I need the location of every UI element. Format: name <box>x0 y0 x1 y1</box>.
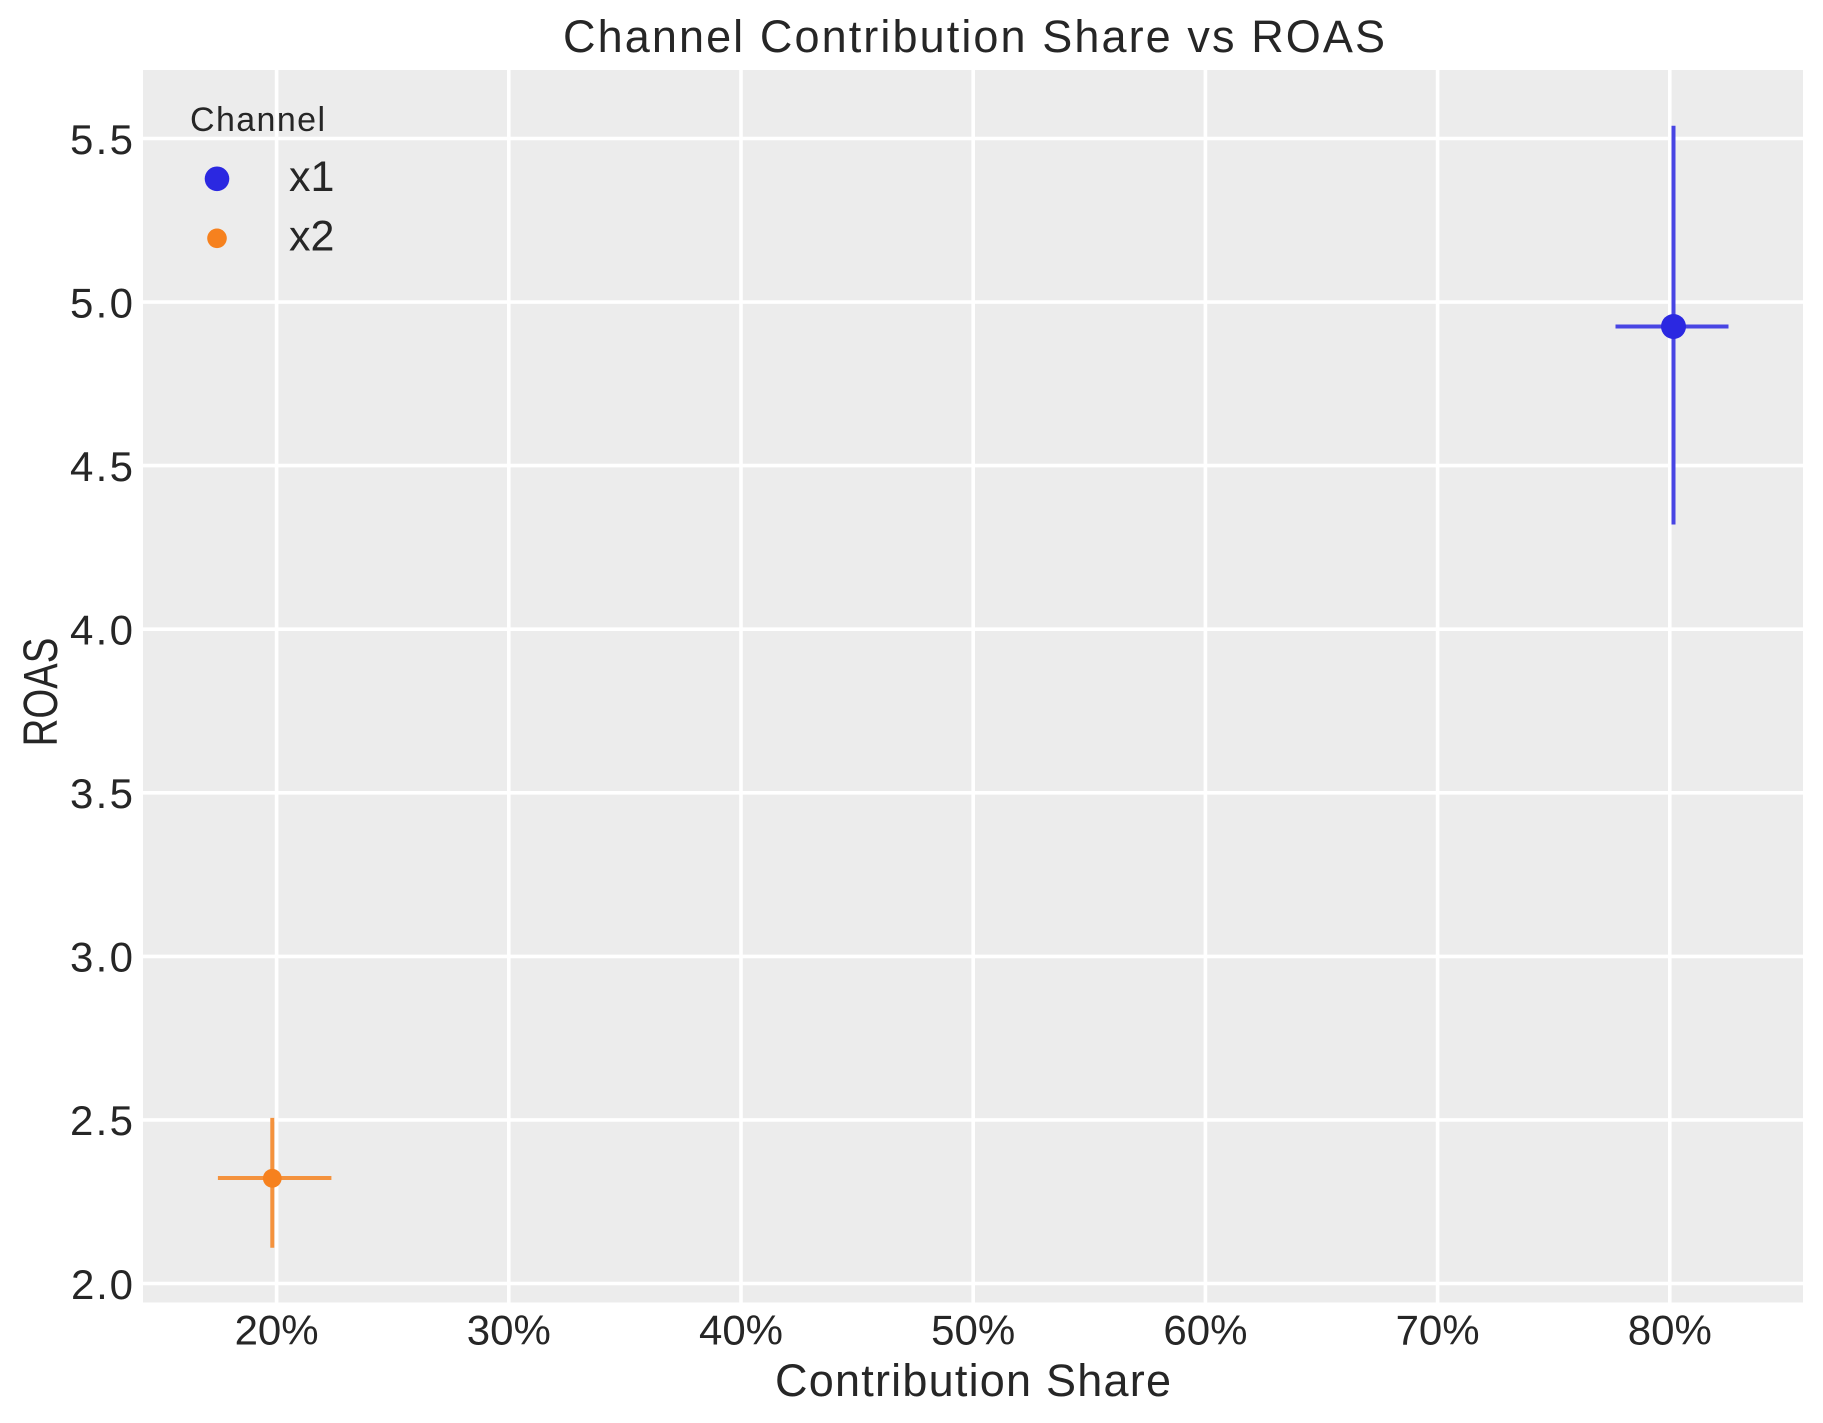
svg-text:5.5: 5.5 <box>70 116 133 163</box>
svg-text:50%: 50% <box>931 1307 1015 1354</box>
svg-text:70%: 70% <box>1396 1307 1480 1354</box>
svg-text:ROAS: ROAS <box>15 638 68 747</box>
svg-text:60%: 60% <box>1163 1307 1247 1354</box>
svg-text:2.5: 2.5 <box>70 1097 133 1144</box>
svg-text:20%: 20% <box>235 1307 319 1354</box>
svg-text:3.0: 3.0 <box>70 934 133 981</box>
svg-text:x2: x2 <box>289 212 334 260</box>
svg-text:x1: x1 <box>289 153 334 201</box>
svg-text:Contribution Share: Contribution Share <box>775 1355 1171 1406</box>
svg-text:2.0: 2.0 <box>71 1261 133 1308</box>
svg-text:5.0: 5.0 <box>70 279 133 326</box>
svg-text:30%: 30% <box>467 1307 551 1354</box>
svg-text:3.5: 3.5 <box>70 770 133 817</box>
svg-text:4.0: 4.0 <box>70 607 133 654</box>
svg-text:4.5: 4.5 <box>70 443 133 490</box>
svg-text:Channel Contribution Share vs: Channel Contribution Share vs ROAS <box>563 11 1385 62</box>
svg-text:80%: 80% <box>1628 1307 1712 1354</box>
svg-text:40%: 40% <box>699 1307 783 1354</box>
svg-text:Channel: Channel <box>190 101 325 139</box>
